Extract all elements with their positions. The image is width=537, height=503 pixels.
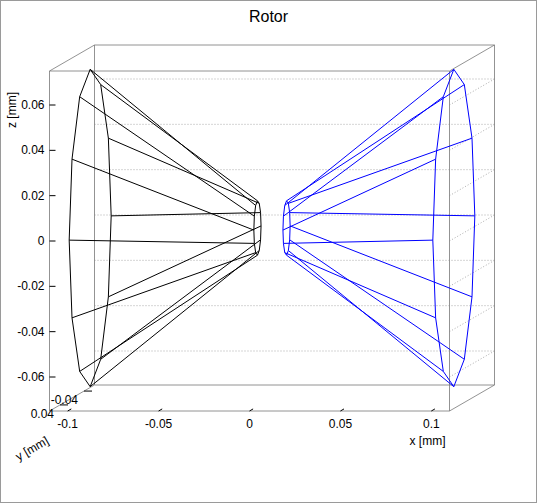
- grid-line: [450, 260, 495, 286]
- z-tick-label: 0: [38, 234, 45, 248]
- grid-line: [450, 79, 495, 105]
- box-edge: [95, 45, 495, 46]
- box: [50, 45, 495, 411]
- x-tick: [340, 409, 344, 411]
- x-tick-label: -0.1: [57, 417, 78, 431]
- rotor-lines: [69, 69, 261, 386]
- z-tick: [50, 195, 56, 196]
- z-tick-label: 0.06: [21, 98, 45, 112]
- box-edge: [450, 385, 495, 411]
- grid-line: [450, 170, 495, 196]
- x-tick-label: -0.05: [145, 417, 173, 431]
- canvas-frame: [1, 1, 537, 503]
- z-tick: [50, 105, 56, 106]
- x-axis-title: x [mm]: [410, 434, 446, 448]
- z-tick-label: -0.04: [17, 325, 45, 339]
- z-tick: [50, 331, 56, 332]
- grid-line: [95, 79, 495, 80]
- y-tick: [84, 391, 92, 392]
- x-tick: [250, 409, 254, 411]
- x-tick: [159, 409, 163, 411]
- y-tick-label: 0.04: [31, 407, 55, 421]
- chart: Rotor-0.1-0.0500.050.1x [mm]-0.06-0.04-0…: [0, 0, 537, 503]
- rotor-lines: [283, 69, 475, 386]
- axes: -0.1 -0.05 0 0.05 0.1 x [mm] -0.06 -0.04 -0.02 0 0…: [5, 92, 446, 464]
- grid-line: [95, 169, 495, 170]
- box-edge: [95, 385, 495, 386]
- box-edge: [450, 45, 495, 71]
- z-tick: [50, 241, 56, 242]
- z-tick: [50, 377, 56, 378]
- z-tick-label: -0.06: [17, 370, 45, 384]
- x-tick-label: 0.05: [329, 417, 353, 431]
- box-edge: [50, 45, 95, 71]
- z-tick-label: -0.02: [17, 279, 45, 293]
- box-edge: [50, 71, 450, 72]
- x-tick: [431, 409, 435, 411]
- y-tick: [60, 404, 68, 405]
- y-tick-label: -0.04: [51, 393, 79, 407]
- grid-line: [95, 351, 495, 352]
- z-tick: [50, 150, 56, 151]
- data: [69, 69, 475, 386]
- z-tick-label: 0.04: [21, 143, 45, 157]
- grid-line: [450, 215, 495, 241]
- z-tick: [50, 286, 56, 287]
- z-tick-label: 0.02: [21, 189, 45, 203]
- grid-line: [450, 351, 495, 377]
- title: Rotor: [249, 8, 289, 25]
- x-tick-label: 0: [246, 417, 253, 431]
- grid-line: [95, 305, 495, 306]
- x-tick: [68, 409, 72, 411]
- box-edge: [50, 385, 95, 411]
- z-axis-title: z [mm]: [5, 92, 19, 128]
- x-tick-label: 0.1: [423, 417, 440, 431]
- grid-line: [450, 306, 495, 332]
- y-axis-title: y [mm]: [13, 433, 51, 463]
